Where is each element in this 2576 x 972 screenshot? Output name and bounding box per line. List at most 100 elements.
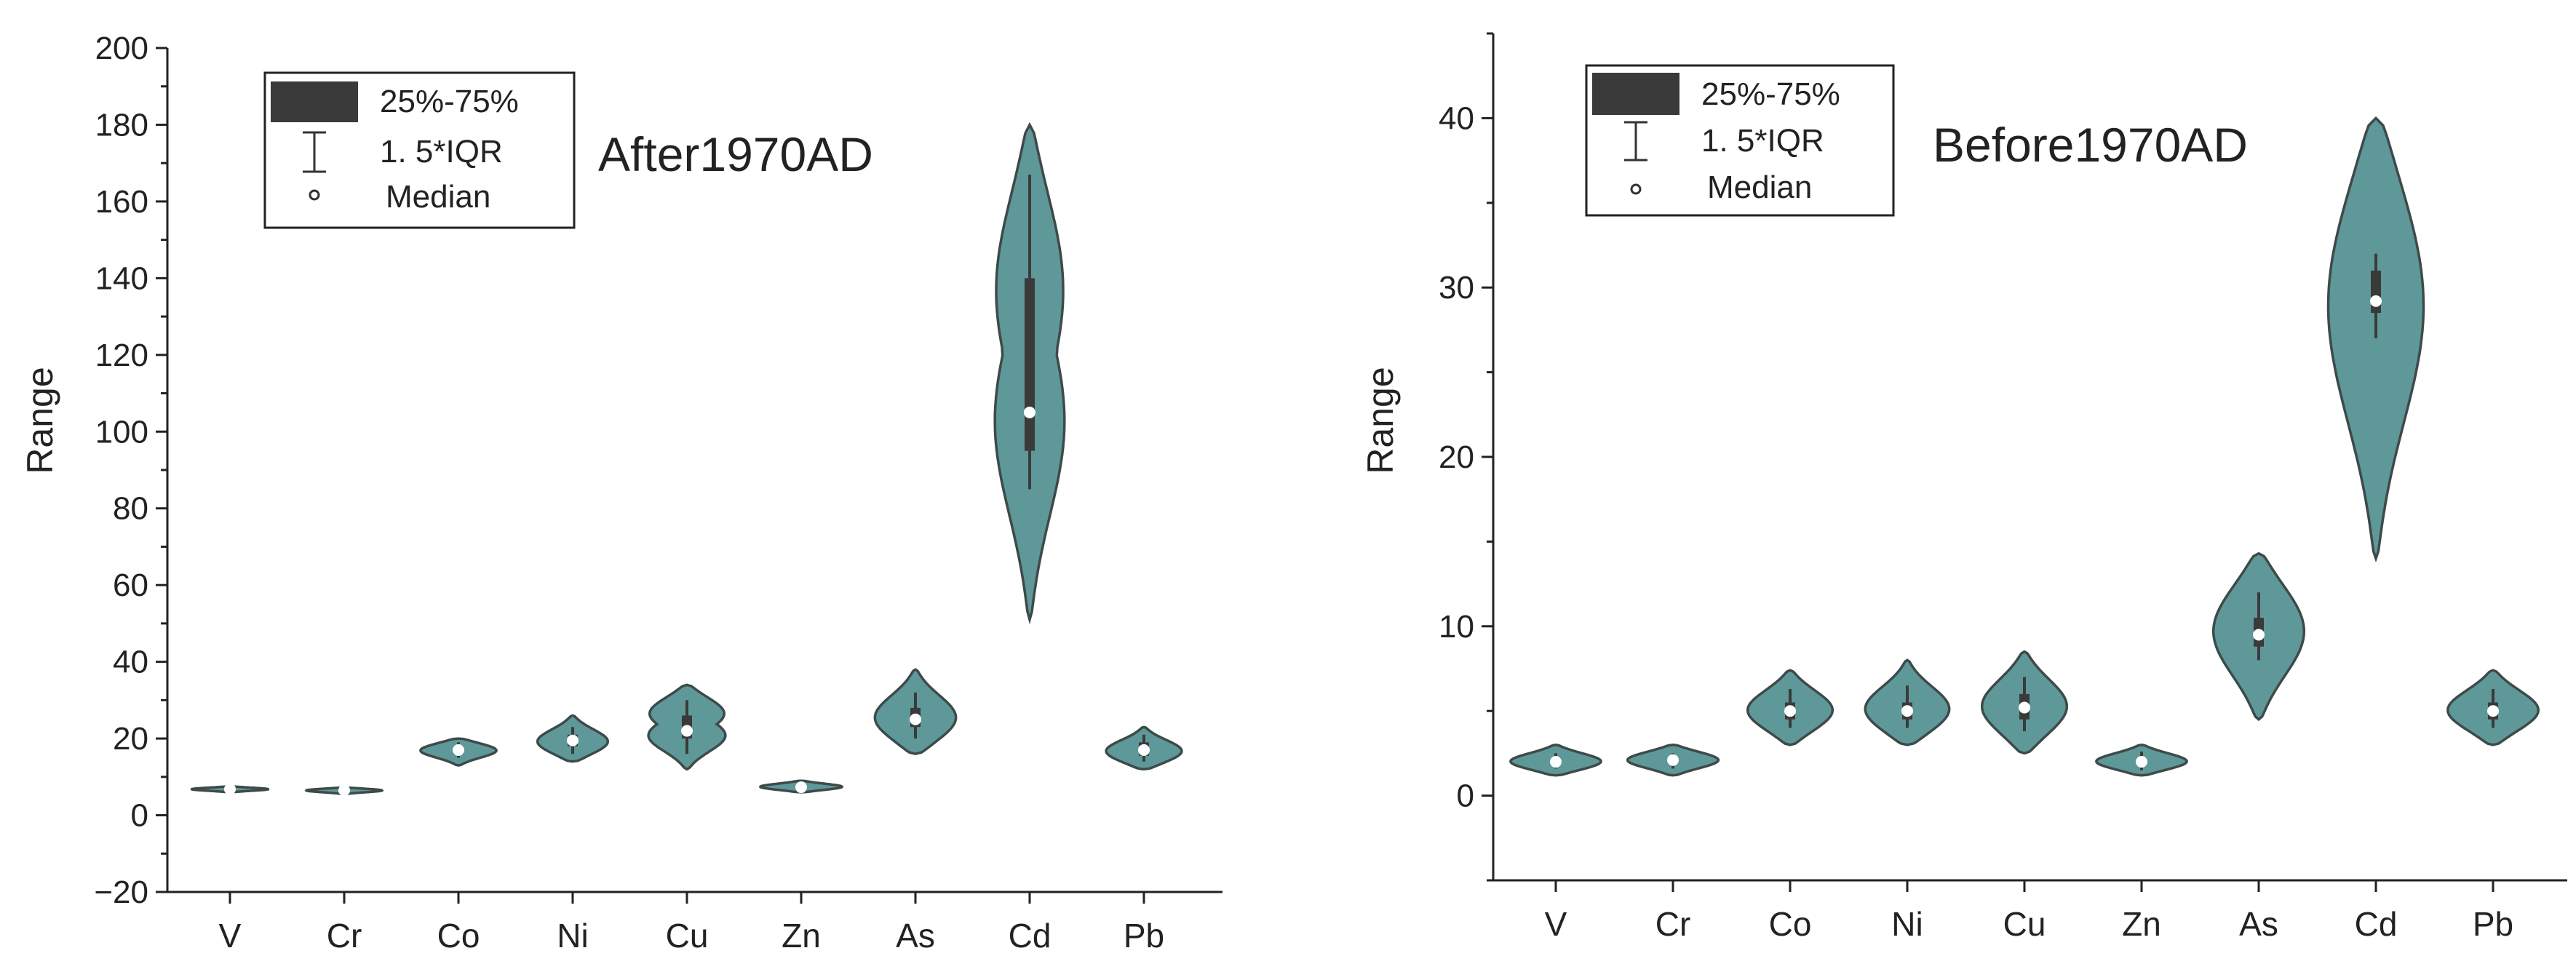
violin-marks [1509, 116, 2540, 777]
y-axis: 0 10 20 30 40 [1439, 32, 1495, 882]
median-marker [795, 781, 807, 794]
legend-box-label: 25%-75% [1701, 76, 1840, 112]
y-tick-label: 40 [113, 645, 148, 680]
chart-after-1970: −20 0 20 40 60 80 100 120 140 160 180 200 V Cr Co Ni Cu… [20, 31, 1223, 955]
y-tick-label: 80 [113, 491, 148, 527]
median-marker [2487, 705, 2499, 717]
violin-body [2326, 116, 2425, 563]
legend: 25%-75% 1. 5*IQR Median [263, 71, 576, 229]
legend-whisker-icon [303, 131, 326, 173]
violin-cr [1626, 744, 1720, 777]
y-axis-title: Range [1360, 367, 1401, 474]
x-tick-label: Cr [327, 917, 362, 955]
x-tick-label: Cd [2355, 905, 2398, 943]
violin-cd [2326, 116, 2425, 563]
y-tick-label: 20 [1439, 439, 1474, 475]
legend-box-label: 25%-75% [380, 84, 519, 119]
legend-box-swatch [1592, 73, 1679, 115]
median-marker [2253, 629, 2265, 641]
y-tick-label: −20 [94, 875, 148, 910]
median-marker [2136, 756, 2147, 768]
legend-whisker-label: 1. 5*IQR [1701, 123, 1824, 159]
median-marker [1901, 705, 1913, 717]
legend-frame [263, 71, 576, 229]
violin-v [190, 783, 270, 795]
violin-cd [993, 122, 1066, 625]
legend: 25%-75% 1. 5*IQR Median [1585, 64, 1895, 217]
y-tick-label: 10 [1439, 609, 1474, 645]
x-axis: V Cr Co Ni Cu Zn As Cd Pb [1493, 879, 2567, 943]
median-marker [1784, 705, 1796, 717]
x-tick-label: Pb [2473, 905, 2513, 943]
violin-zn [759, 779, 843, 794]
median-marker [338, 784, 350, 797]
y-tick-label: 40 [1439, 100, 1474, 136]
y-tick-label: 160 [95, 184, 148, 220]
x-tick-label: Cu [2003, 905, 2046, 943]
x-tick-label: Zn [782, 917, 821, 955]
x-tick-label: Co [1769, 905, 1812, 943]
x-axis: V Cr Co Ni Cu Zn As Cd Pb [167, 891, 1223, 955]
violin-co [419, 737, 498, 767]
y-tick-label: 180 [95, 107, 148, 143]
violin-cu [1980, 650, 2069, 755]
legend-median-label: Median [1707, 170, 1812, 205]
x-tick-label: V [1545, 905, 1567, 943]
legend-box-swatch [271, 81, 358, 122]
median-marker [1667, 754, 1679, 766]
iqr-box [1025, 278, 1035, 451]
y-axis-title: Range [20, 367, 60, 474]
violin-co [1746, 669, 1834, 746]
violin-v [1509, 744, 1602, 777]
y-tick-label: 60 [113, 567, 148, 603]
x-tick-label: Ni [557, 917, 588, 955]
violin-marks [190, 122, 1183, 797]
legend-whisker-icon [1624, 121, 1647, 162]
chart-before-1970: 0 10 20 30 40 V Cr Co Ni Cu Zn As Cd Pb Range Before… [1360, 32, 2567, 943]
y-tick-label: 100 [95, 414, 148, 450]
y-tick-label: 200 [95, 31, 148, 66]
violin-ni [536, 714, 610, 763]
y-tick-label: 140 [95, 260, 148, 296]
median-marker [567, 734, 579, 746]
violin-cu [647, 683, 727, 771]
x-tick-label: Cr [1655, 905, 1691, 943]
legend-median-marker [309, 189, 320, 201]
y-tick-label: 0 [131, 798, 148, 834]
x-tick-label: Zn [2122, 905, 2161, 943]
x-tick-label: Ni [1891, 905, 1923, 943]
median-marker [1024, 406, 1035, 418]
y-tick-label: 120 [95, 338, 148, 373]
y-tick-label: 20 [113, 721, 148, 757]
median-marker [2370, 295, 2382, 307]
x-tick-label: Cd [1009, 917, 1052, 955]
chart-title: Before1970AD [1933, 118, 2248, 172]
median-marker [453, 744, 464, 756]
legend-median-label: Median [386, 179, 490, 215]
chart-title: After1970AD [598, 127, 873, 181]
violin-as [2211, 551, 2306, 722]
median-marker [224, 783, 236, 795]
x-tick-label: As [896, 917, 935, 955]
violin-zn [2095, 744, 2188, 777]
violin-cr [304, 784, 384, 797]
violin-as [873, 668, 958, 756]
violin-ni [1864, 658, 1951, 746]
median-marker [910, 713, 921, 725]
x-tick-label: Pb [1124, 917, 1164, 955]
median-marker [1550, 756, 1562, 768]
median-marker [2019, 701, 2030, 714]
y-tick-label: 0 [1457, 778, 1474, 814]
violin-pb [2446, 669, 2540, 746]
y-axis: −20 0 20 40 60 80 100 120 140 160 180 200 [94, 31, 169, 910]
x-tick-label: V [219, 917, 242, 955]
legend-median-marker [1630, 183, 1642, 195]
x-tick-label: Co [437, 917, 480, 955]
legend-whisker-label: 1. 5*IQR [380, 134, 503, 170]
y-tick-label: 30 [1439, 270, 1474, 306]
x-tick-label: As [2239, 905, 2278, 943]
x-tick-label: Cu [666, 917, 709, 955]
violin-pb [1105, 725, 1183, 771]
median-marker [681, 725, 693, 737]
